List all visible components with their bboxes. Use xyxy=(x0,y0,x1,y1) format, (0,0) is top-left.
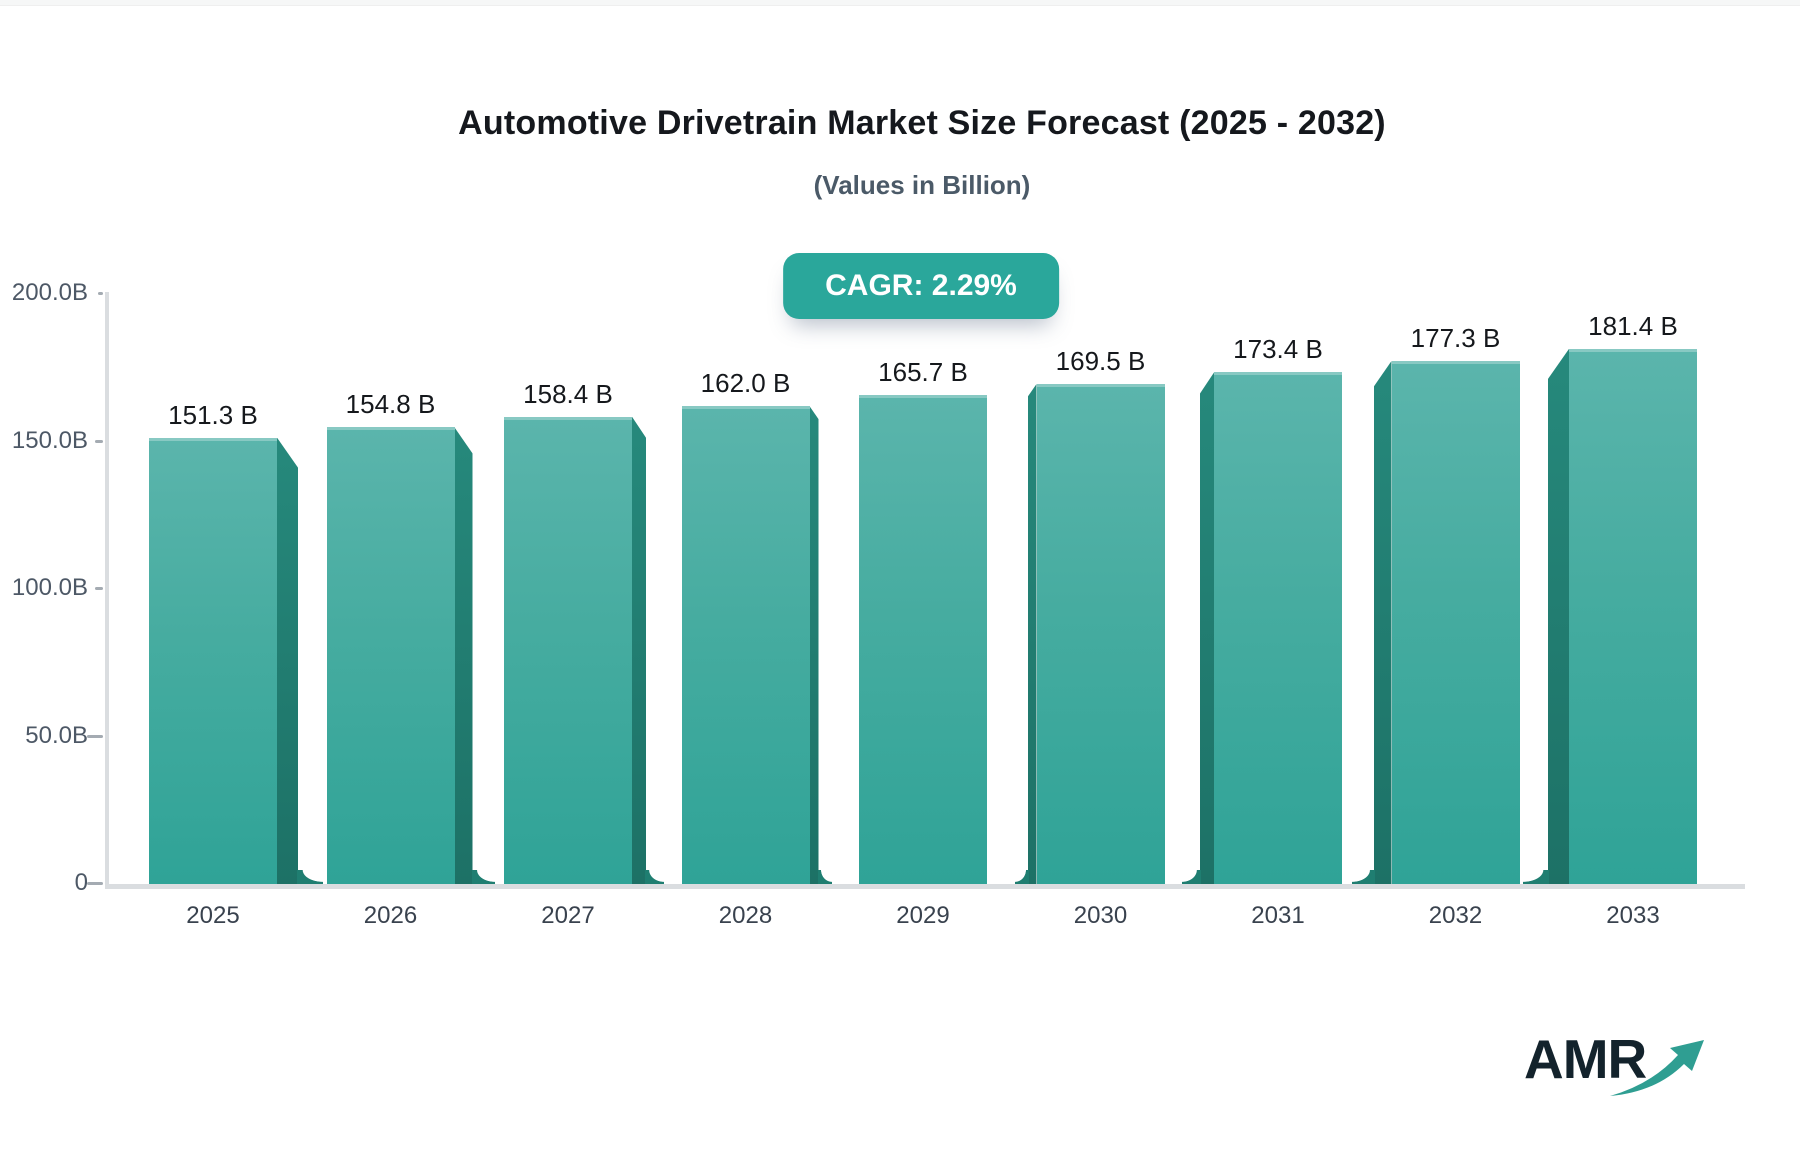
bar xyxy=(1214,372,1342,884)
bar xyxy=(504,416,632,884)
bar-value-label: 154.8 B xyxy=(345,389,436,420)
bar-side-face xyxy=(1200,372,1214,884)
y-tick-label: 200.0B xyxy=(11,279,88,306)
bar-side-face xyxy=(809,406,819,884)
y-tick-label: 50.0B xyxy=(25,721,88,749)
x-tick-label: 2033 xyxy=(1606,902,1660,929)
cagr-badge: CAGR: 2.29% xyxy=(783,253,1059,319)
bar-bottom-tail xyxy=(645,870,664,884)
x-tick-label: 2032 xyxy=(1428,902,1483,929)
y-tick-label: 150.0B xyxy=(11,426,88,454)
chart-title: Automotive Drivetrain Market Size Foreca… xyxy=(458,104,1386,142)
bar xyxy=(1036,383,1165,884)
bar-bottom-tail xyxy=(1014,870,1029,884)
bar xyxy=(859,395,987,884)
amr-logo: AMR xyxy=(1524,1030,1724,1110)
bar-value-label: 177.3 B xyxy=(1410,322,1501,353)
bar xyxy=(149,437,277,884)
x-tick-label: 2030 xyxy=(1073,902,1128,929)
bar-bottom-tail xyxy=(1351,870,1375,884)
bar-side-face xyxy=(277,437,298,884)
bar-side-face xyxy=(1027,383,1037,884)
bar-value-label: 165.7 B xyxy=(878,357,968,388)
top-border-strip xyxy=(0,0,1800,6)
y-tick-mark xyxy=(95,439,103,443)
x-tick-label: 2027 xyxy=(541,902,595,929)
bar-bottom-tail xyxy=(1182,870,1201,884)
bar xyxy=(1391,360,1520,884)
bar xyxy=(681,406,810,884)
bar-value-label: 169.5 B xyxy=(1055,345,1146,376)
x-tick-label: 2026 xyxy=(363,902,418,929)
x-axis-line xyxy=(105,884,1745,889)
bar-bottom-tail xyxy=(297,870,323,884)
bar-bottom-tail xyxy=(471,870,495,884)
bar-side-face xyxy=(632,416,646,884)
y-tick-mark xyxy=(87,882,103,885)
y-tick-label: 100.0B xyxy=(11,574,88,601)
y-tick-label: 0 xyxy=(74,869,88,896)
amr-logo-arrow-icon xyxy=(1610,1040,1704,1096)
amr-logo-text: AMR xyxy=(1524,1028,1647,1090)
bar xyxy=(326,427,455,884)
x-tick-label: 2025 xyxy=(186,902,240,929)
bar-value-label: 181.4 B xyxy=(1588,310,1678,341)
bar-side-face xyxy=(1548,348,1569,884)
bar-bottom-tail xyxy=(1523,870,1549,884)
y-axis-line xyxy=(105,292,109,886)
bar xyxy=(1569,348,1697,884)
x-tick-label: 2029 xyxy=(896,902,950,929)
bar-value-label: 162.0 B xyxy=(700,368,791,399)
bar-value-label: 158.4 B xyxy=(523,378,613,409)
y-tick-mark xyxy=(87,734,103,738)
y-tick-mark xyxy=(98,292,103,295)
bar-bottom-tail xyxy=(817,870,832,884)
bar-value-label: 173.4 B xyxy=(1233,334,1323,365)
bar-value-label: 151.3 B xyxy=(168,399,258,430)
y-tick-mark xyxy=(95,587,103,590)
bar-side-face xyxy=(454,427,473,884)
bar-side-face xyxy=(1373,360,1392,884)
x-tick-label: 2028 xyxy=(718,902,773,929)
chart-subtitle: (Values in Billion) xyxy=(813,170,1031,200)
x-tick-label: 2031 xyxy=(1251,902,1305,929)
